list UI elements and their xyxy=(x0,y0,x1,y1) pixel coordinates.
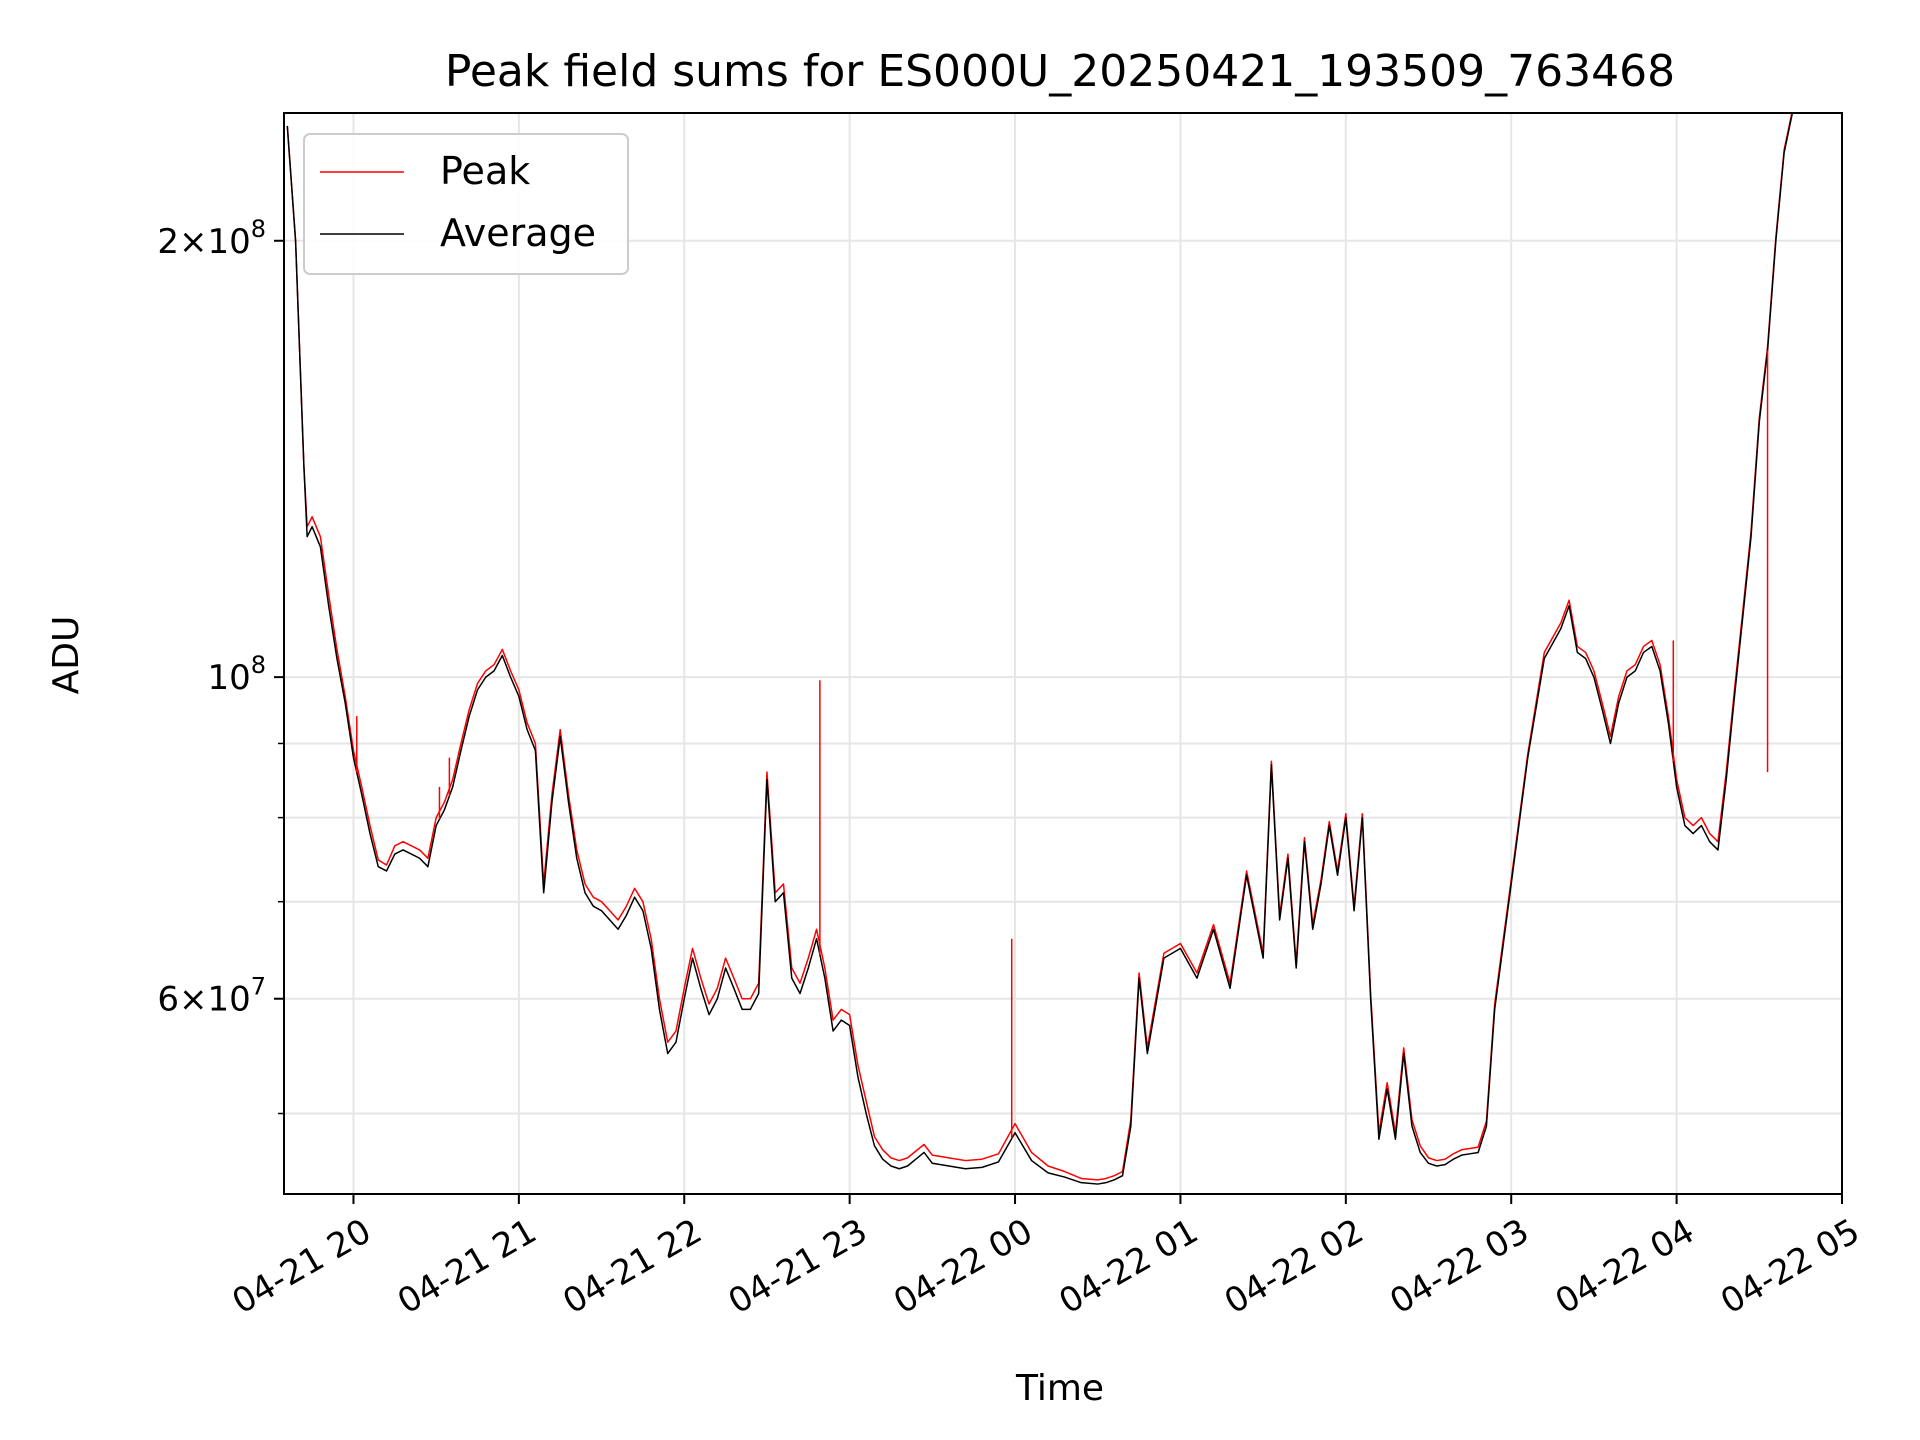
y-tick-label-exponent: 8 xyxy=(251,651,266,679)
series-line-average xyxy=(286,113,1794,1185)
legend-label-peak: Peak xyxy=(440,149,530,193)
chart-title: Peak field sums for ES000U_20250421_1935… xyxy=(445,46,1675,97)
grid xyxy=(284,113,1843,1194)
y-tick-label: 108 xyxy=(207,651,266,698)
y-tick-label-exponent: 7 xyxy=(251,973,266,1001)
y-tick-label: 6×107 xyxy=(157,973,266,1020)
legend-label-average: Average xyxy=(440,211,596,255)
y-tick-label: 2×108 xyxy=(157,215,266,262)
plot-area xyxy=(286,113,1794,1185)
legend: Peak Average xyxy=(303,133,629,275)
y-tick-label-base: 6×10 xyxy=(157,980,250,1020)
y-tick-label-base: 10 xyxy=(207,658,250,698)
legend-box xyxy=(303,133,629,275)
y-tick-label-base: 2×10 xyxy=(157,222,250,262)
plot-frame xyxy=(283,112,1843,1195)
y-axis-label: ADU xyxy=(46,616,87,695)
series-line-peak xyxy=(286,113,1793,1181)
x-axis-label: Time xyxy=(1015,1368,1104,1409)
y-tick-label-exponent: 8 xyxy=(251,215,266,243)
